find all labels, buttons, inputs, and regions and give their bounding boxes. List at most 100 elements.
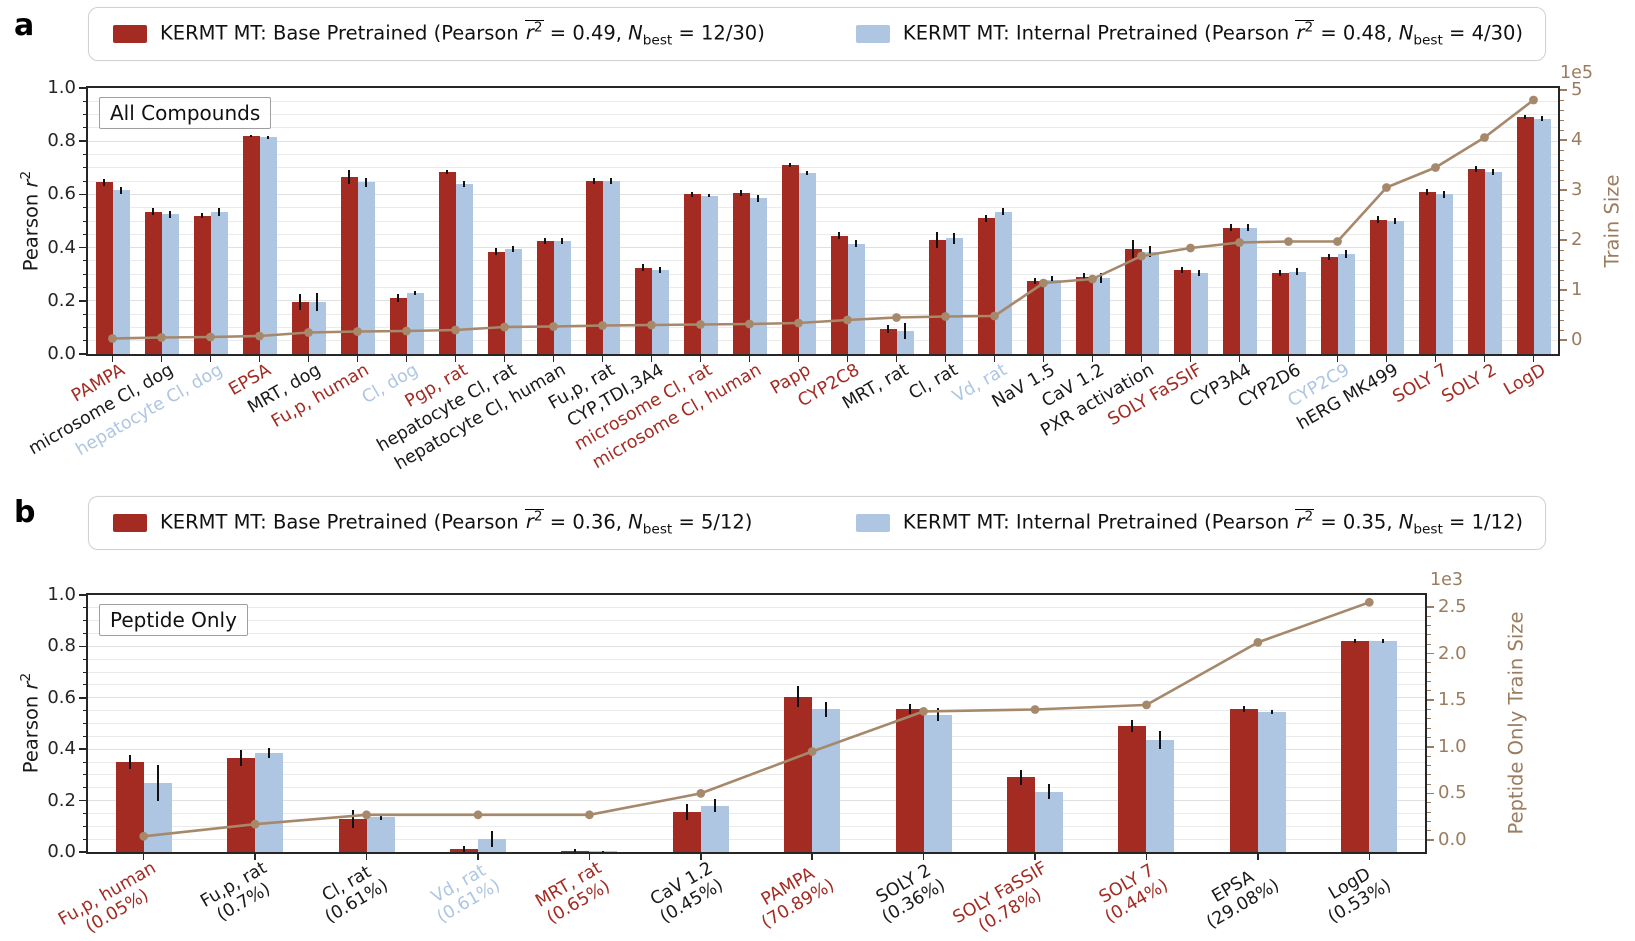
y-tick-right [1427, 792, 1434, 795]
errorbar-internal-microsome Cl, dog [169, 211, 171, 218]
bar-base-SOLY 7 [1418, 191, 1436, 354]
bar-internal-Fu,p, human [357, 182, 375, 354]
y-minortick-right [1560, 329, 1564, 331]
errorbar-base-CYP2D6 [1279, 269, 1281, 277]
y-minortick-left [83, 207, 87, 209]
y-minortick-right [1560, 259, 1564, 261]
bar-base-Cl, rat [928, 239, 946, 354]
bar-internal-Fu,p, rat [255, 753, 284, 852]
errorbar-internal-PXR activation [1149, 246, 1151, 257]
bar-internal-Cl, dog [406, 292, 424, 354]
x-tick [700, 854, 702, 860]
gridline [88, 761, 1425, 763]
y-minortick-right [1560, 309, 1564, 311]
gridline [88, 620, 1425, 622]
panel-a-axis-offset-text: 1e5 [1560, 63, 1594, 83]
errorbar-base-MRT, dog [299, 294, 301, 311]
y-minortick-right [1427, 802, 1431, 804]
bar-internal-hepatocyte Cl, dog [210, 211, 228, 354]
errorbar-base-hERG MK499 [1377, 216, 1379, 223]
bar-base-EPSA [1229, 709, 1258, 852]
train-size-axis-label: Train Size [1600, 174, 1624, 268]
bar-base-SOLY FaSSIF [1007, 777, 1036, 852]
bar-internal-LogD [1369, 641, 1398, 852]
y-minortick-left [83, 220, 87, 222]
x-tick [1257, 854, 1259, 860]
x-tick-label-SOLY 7: SOLY 7 (0.44%) [1096, 860, 1172, 928]
y-tick-label-left: 0.0 [47, 841, 76, 862]
bar-base-CaV 1.2 [1075, 276, 1093, 354]
bar-internal-PXR activation [1141, 251, 1159, 354]
bar-internal-Fu,p, rat [602, 181, 620, 354]
plot-area-peptide-only [86, 593, 1427, 854]
y-minortick-right [1427, 662, 1431, 664]
y-minortick-left [83, 260, 87, 262]
x-tick [922, 854, 925, 860]
y-minortick-right [1427, 625, 1431, 627]
x-tick-label-CaV 1.2: CaV 1.2 (0.45%) [646, 858, 727, 928]
errorbar-internal-CaV 1.2 [1100, 272, 1102, 284]
gridline [88, 340, 1558, 342]
bar-base-EPSA [242, 135, 260, 354]
y-minortick-right [1427, 709, 1431, 711]
gridline [88, 154, 1558, 155]
errorbar-internal-CYP,TDI,3A4 [659, 267, 661, 274]
y-minortick-left [83, 774, 87, 776]
errorbar-internal-hepatocyte Cl, human [561, 237, 563, 245]
y-tick-left [79, 645, 86, 648]
y-tick-label-left: 0.4 [47, 236, 76, 258]
train-size-marker-MRT, rat [585, 810, 594, 820]
errorbar-base-hepatocyte Cl, human [544, 238, 546, 244]
errorbar-internal-PAMPA [825, 701, 828, 718]
errorbar-internal-SOLY 2 [1492, 168, 1494, 175]
x-tick-label-SOLY 2: SOLY 2 (0.36%) [873, 860, 950, 928]
y-minortick-right [1560, 199, 1564, 201]
y-tick-label-left: 0.0 [47, 343, 76, 364]
y-minortick-right [1560, 129, 1564, 131]
x-tick [1042, 356, 1045, 362]
errorbar-base-Vd, rat [462, 846, 465, 852]
y-tick-label-left: 1.0 [47, 77, 76, 98]
y-minortick-right [1427, 830, 1431, 832]
bar-internal-SOLY 2 [923, 714, 952, 852]
errorbar-base-MRT, rat [887, 324, 889, 333]
x-tick-label-Cl, rat: Cl, rat [905, 360, 961, 404]
legend-entry-base: KERMT MT: Base Pretrained (Pearson r2 = … [113, 509, 752, 537]
x-tick [1034, 854, 1036, 860]
y-minortick-left [83, 671, 87, 673]
panel-b-axis-offset-text: 1e3 [1430, 570, 1464, 590]
errorbar-internal-Pgp, rat [463, 180, 465, 187]
errorbar-internal-Cl, dog [414, 290, 416, 295]
gridline [88, 684, 1425, 686]
gridline [88, 812, 1425, 814]
y-tick-label-right: 0.5 [1438, 782, 1467, 804]
legend-label: KERMT MT: Internal Pretrained (Pearson r… [902, 508, 1523, 538]
y-minortick-left [83, 326, 87, 328]
y-tick-left [79, 851, 86, 853]
y-minortick-left [83, 127, 87, 129]
bar-base-Fu,p, human [340, 177, 358, 354]
gridline [88, 180, 1558, 182]
x-tick-label-Cl, rat: Cl, rat (0.61%) [319, 862, 392, 928]
errorbar-internal-Fu,p, rat [610, 178, 612, 184]
errorbar-internal-Vd, rat [490, 831, 493, 847]
bar-internal-hERG MK499 [1386, 221, 1404, 354]
errorbar-internal-microsome Cl, human [757, 195, 759, 202]
errorbar-internal-hepatocyte Cl, dog [218, 207, 220, 216]
errorbar-internal-Cl, rat [379, 814, 382, 821]
errorbar-base-EPSA [250, 134, 252, 138]
y-tick-label-right: 1 [1571, 279, 1583, 300]
gridline [88, 710, 1425, 712]
errorbar-internal-SOLY FaSSIF [1198, 269, 1200, 277]
errorbar-base-Fu,p, human [348, 170, 350, 184]
x-tick [1140, 356, 1143, 362]
bar-base-PAMPA [95, 182, 113, 354]
bar-base-microsome Cl, dog [144, 211, 162, 354]
bar-internal-hepatocyte Cl, rat [504, 248, 522, 354]
x-tick [601, 356, 604, 362]
errorbar-base-microsome Cl, human [740, 190, 742, 196]
bar-base-hepatocyte Cl, human [536, 240, 554, 354]
x-tick [477, 854, 479, 860]
errorbar-internal-LogD [1541, 116, 1543, 121]
y-minortick-right [1427, 820, 1431, 822]
